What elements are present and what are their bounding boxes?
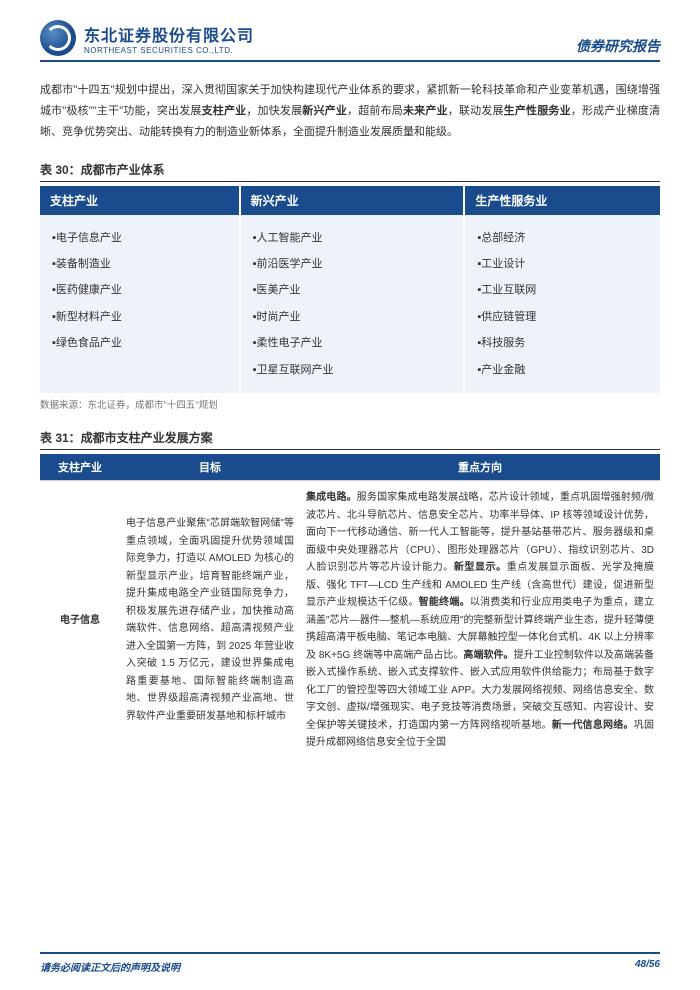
intro-bold: 支柱产业 — [202, 105, 247, 117]
intro-bold: 未来产业 — [403, 105, 448, 117]
table30-cell: ▪总部经济 ▪工业设计 ▪工业互联网 ▪供应链管理 ▪科技服务 ▪产业金融 — [464, 215, 660, 393]
intro-text: ，超前布局 — [347, 105, 403, 117]
table30-cell: ▪电子信息产业 ▪装备制造业 ▪医药健康产业 ▪新型材料产业 ▪绿色食品产业 — [40, 215, 240, 393]
report-type: 债券研究报告 — [576, 36, 660, 56]
direction-heading: 新型显示。 — [454, 562, 507, 573]
direction-text: 服务国家集成电路发展战略，芯片设计领域，重点巩固增强射频/微波芯片、北斗导航芯片… — [306, 492, 654, 573]
intro-text: ，加快发展 — [246, 105, 302, 117]
table31-header: 重点方向 — [300, 454, 660, 481]
table31-title: 表 31：成都市支柱产业发展方案 — [40, 429, 660, 450]
page-header: 东北证券股份有限公司 NORTHEAST SECURITIES CO.,LTD.… — [40, 20, 660, 62]
logo-block: 东北证券股份有限公司 NORTHEAST SECURITIES CO.,LTD. — [40, 20, 254, 56]
direction-text: 提升工业控制软件以及高端装备嵌入式操作系统、嵌入式支撑软件、嵌入式应用软件供给能… — [306, 650, 654, 731]
direction-heading: 新一代信息网络。 — [552, 720, 634, 731]
table31: 支柱产业 目标 重点方向 电子信息 电子信息产业聚焦"芯屏端软智网储"等重点领域… — [40, 454, 660, 760]
page-footer: 请务必阅读正文后的声明及说明 48/56 — [40, 952, 660, 974]
table30-header: 新兴产业 — [240, 186, 465, 215]
table30-source: 数据来源：东北证券，成都市"十四五"规划 — [40, 397, 660, 411]
table31-goal: 电子信息产业聚焦"芯屏端软智网储"等重点领域，全面巩固提升优势领域国际竞争力，打… — [120, 481, 300, 760]
intro-bold: 新兴产业 — [302, 105, 347, 117]
direction-heading: 集成电路。 — [306, 492, 357, 503]
table31-header: 目标 — [120, 454, 300, 481]
direction-heading: 智能终端。 — [419, 597, 470, 608]
company-name-cn: 东北证券股份有限公司 — [84, 22, 254, 46]
table31-header: 支柱产业 — [40, 454, 120, 481]
table-row: 电子信息 电子信息产业聚焦"芯屏端软智网储"等重点领域，全面巩固提升优势领域国际… — [40, 481, 660, 760]
footer-disclaimer: 请务必阅读正文后的声明及说明 — [40, 959, 180, 974]
intro-paragraph: 成都市"十四五"规划中提出，深入贯彻国家关于加快构建现代产业体系的要求，紧抓新一… — [40, 80, 660, 143]
table30-header: 支柱产业 — [40, 186, 240, 215]
table30-title: 表 30：成都市产业体系 — [40, 161, 660, 182]
table30-cell: ▪人工智能产业 ▪前沿医学产业 ▪医美产业 ▪时尚产业 ▪柔性电子产业 ▪卫星互… — [240, 215, 465, 393]
intro-text: ，联动发展 — [448, 105, 504, 117]
table31-direction: 集成电路。服务国家集成电路发展战略，芯片设计领域，重点巩固增强射频/微波芯片、北… — [300, 481, 660, 760]
table31-industry-name: 电子信息 — [40, 481, 120, 760]
table30: 支柱产业 新兴产业 生产性服务业 ▪电子信息产业 ▪装备制造业 ▪医药健康产业 … — [40, 186, 660, 393]
company-name-en: NORTHEAST SECURITIES CO.,LTD. — [84, 46, 254, 55]
intro-bold: 生产性服务业 — [504, 105, 571, 117]
company-logo-icon — [40, 20, 76, 56]
direction-heading: 高端软件。 — [463, 650, 513, 661]
page-number: 48/56 — [635, 959, 660, 974]
table30-header: 生产性服务业 — [464, 186, 660, 215]
